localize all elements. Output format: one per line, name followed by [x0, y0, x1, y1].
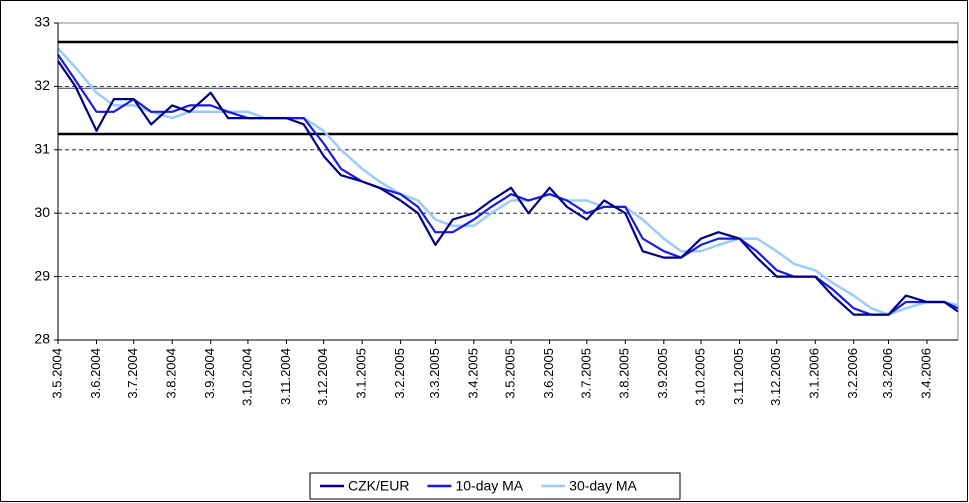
x-tick-label: 3.2.2006 [845, 348, 860, 399]
y-tick-label: 33 [34, 14, 50, 30]
x-tick-label: 3.10.2004 [239, 348, 254, 406]
legend-label: 10-day MA [455, 478, 523, 494]
y-tick-label: 32 [34, 77, 50, 93]
x-tick-label: 3.6.2005 [541, 348, 556, 399]
legend-label: 30-day MA [569, 478, 637, 494]
legend-label: CZK/EUR [348, 478, 409, 494]
x-tick-label: 3.5.2004 [49, 348, 64, 399]
x-tick-label: 3.9.2004 [202, 348, 217, 399]
x-tick-label: 3.3.2006 [880, 348, 895, 399]
x-tick-label: 3.2.2005 [392, 348, 407, 399]
x-tick-label: 3.4.2006 [918, 348, 933, 399]
legend-box [309, 472, 681, 500]
x-tick-label: 3.8.2005 [617, 348, 632, 399]
x-tick-label: 3.4.2005 [465, 348, 480, 399]
y-tick-label: 29 [34, 267, 50, 283]
y-tick-label: 31 [34, 141, 50, 157]
x-tick-label: 3.10.2005 [692, 348, 707, 406]
y-tick-label: 30 [34, 204, 50, 220]
x-tick-label: 3.11.2005 [731, 348, 746, 405]
x-tick-label: 3.1.2006 [807, 348, 822, 399]
x-tick-label: 3.7.2005 [578, 348, 593, 399]
x-tick-label: 3.3.2005 [427, 348, 442, 399]
plot-area [57, 22, 959, 341]
y-tick-label: 28 [34, 331, 50, 347]
series-line [57, 47, 959, 316]
x-tick-label: 3.9.2005 [655, 348, 670, 399]
x-tick-label: 3.1.2005 [354, 348, 369, 399]
x-tick-label: 3.12.2004 [315, 348, 330, 406]
x-tick-label: 3.5.2005 [503, 348, 518, 399]
x-tick-label: 3.6.2004 [88, 348, 103, 399]
x-tick-label: 3.7.2004 [125, 348, 140, 399]
x-tick-label: 3.11.2004 [278, 348, 293, 405]
x-tick-label: 3.12.2005 [768, 348, 783, 406]
series-line [57, 60, 959, 316]
x-tick-label: 3.8.2004 [164, 348, 179, 399]
